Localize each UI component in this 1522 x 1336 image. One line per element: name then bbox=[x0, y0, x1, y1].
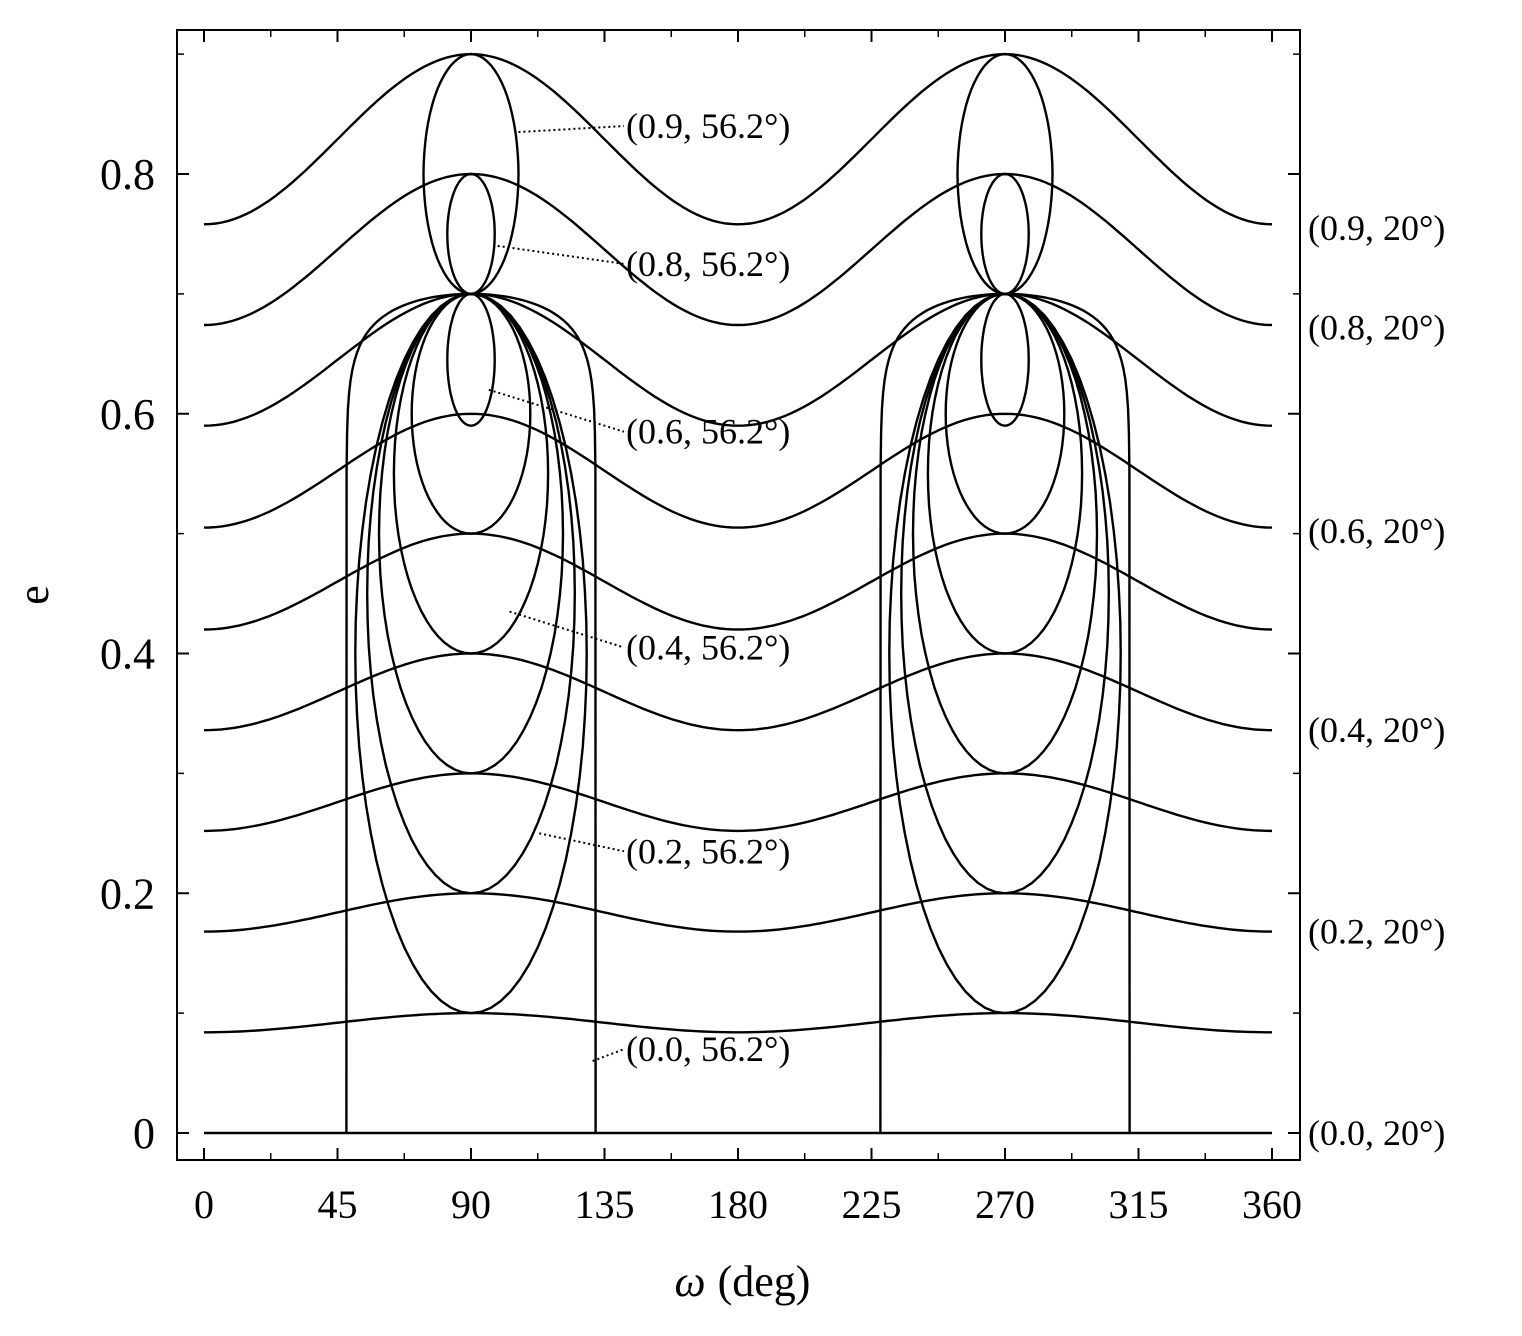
leader-line-layer bbox=[488, 125, 625, 1063]
x-tick-label: 45 bbox=[318, 1182, 358, 1227]
curve-low-inclination-3 bbox=[203, 772, 1273, 833]
curve-high-inclination-6-at-270 bbox=[980, 292, 1030, 427]
x-tick-label: 90 bbox=[451, 1182, 491, 1227]
curve-high-inclination-4-at-90 bbox=[392, 292, 550, 655]
curve-high-inclination-5-at-270 bbox=[944, 292, 1066, 535]
x-tick-label: 180 bbox=[708, 1182, 768, 1227]
curve-low-inclination-7 bbox=[203, 292, 1273, 427]
annotation-label: (0.0, 56.2°) bbox=[626, 1029, 790, 1069]
annotation-leader-1 bbox=[497, 244, 625, 265]
annotation-label: (0.6, 56.2°) bbox=[626, 412, 790, 452]
x-tick-label: 360 bbox=[1242, 1182, 1302, 1227]
x-tick-label: 0 bbox=[194, 1182, 214, 1227]
curve-high-inclination-5-at-90 bbox=[410, 292, 532, 535]
annotation-label: (0.9, 56.2°) bbox=[626, 106, 790, 146]
right-series-label: (0.6, 20°) bbox=[1308, 511, 1445, 551]
curve-low-inclination-1 bbox=[204, 1011, 1272, 1034]
annotation-label: (0.4, 56.2°) bbox=[626, 627, 790, 667]
curve-high-inclination-7-at-270 bbox=[980, 172, 1030, 296]
curve-layer bbox=[203, 52, 1273, 1135]
curve-low-inclination-9 bbox=[203, 52, 1273, 226]
curve-high-inclination-7-at-90 bbox=[446, 172, 496, 296]
annotation-leader-2 bbox=[488, 388, 625, 433]
curve-low-inclination-2 bbox=[204, 892, 1272, 933]
right-series-label: (0.4, 20°) bbox=[1308, 710, 1445, 750]
annotation-label: (0.8, 56.2°) bbox=[626, 244, 790, 284]
y-tick-label: 0 bbox=[133, 1109, 155, 1158]
curve-high-inclination-6-at-90 bbox=[446, 292, 496, 427]
y-axis-label: e bbox=[9, 585, 58, 605]
text-layer: e ω (deg) 0 45 90 135 180 225 270 315 360 0 0.2 0.4 0… bbox=[9, 106, 1445, 1306]
annotation-label: (0.2, 56.2°) bbox=[626, 831, 790, 871]
annotation-leader-5 bbox=[592, 1048, 625, 1063]
curve-high-inclination-1-at-270 bbox=[888, 292, 1122, 1015]
y-tick-label: 0.6 bbox=[100, 390, 155, 439]
curve-high-inclination-8-at-90 bbox=[422, 52, 520, 296]
y-tick-label: 0.4 bbox=[100, 630, 155, 679]
curve-low-inclination-5 bbox=[203, 532, 1273, 631]
right-series-label: (0.0, 20°) bbox=[1308, 1113, 1445, 1153]
right-series-label: (0.8, 20°) bbox=[1308, 307, 1445, 347]
curve-high-inclination-3-at-90 bbox=[377, 292, 565, 775]
curve-high-inclination-8-at-270 bbox=[956, 52, 1054, 296]
x-axis-label-unit: (deg) bbox=[718, 1257, 811, 1306]
x-tick-label: 135 bbox=[575, 1182, 635, 1227]
x-tick-label: 270 bbox=[975, 1182, 1035, 1227]
curve-low-inclination-4 bbox=[203, 652, 1273, 732]
curve-high-inclination-3-at-270 bbox=[911, 292, 1099, 775]
tick-layer bbox=[177, 30, 1300, 1160]
y-tick-label: 0.8 bbox=[100, 150, 155, 199]
right-series-label: (0.2, 20°) bbox=[1308, 912, 1445, 952]
annotation-leader-3 bbox=[509, 610, 625, 649]
y-tick-label: 0.2 bbox=[100, 869, 155, 918]
annotation-leader-0 bbox=[518, 125, 625, 134]
right-series-label: (0.9, 20°) bbox=[1308, 208, 1445, 248]
x-tick-label: 315 bbox=[1109, 1182, 1169, 1227]
x-axis-label: ω (deg) bbox=[675, 1257, 811, 1306]
curve-high-inclination-4-at-270 bbox=[926, 292, 1084, 655]
curve-high-inclination-1-at-90 bbox=[354, 292, 588, 1015]
x-tick-label: 225 bbox=[842, 1182, 902, 1227]
annotation-leader-4 bbox=[539, 832, 625, 853]
x-axis-label-symbol: ω bbox=[675, 1257, 706, 1306]
curve-low-inclination-8 bbox=[203, 172, 1273, 327]
